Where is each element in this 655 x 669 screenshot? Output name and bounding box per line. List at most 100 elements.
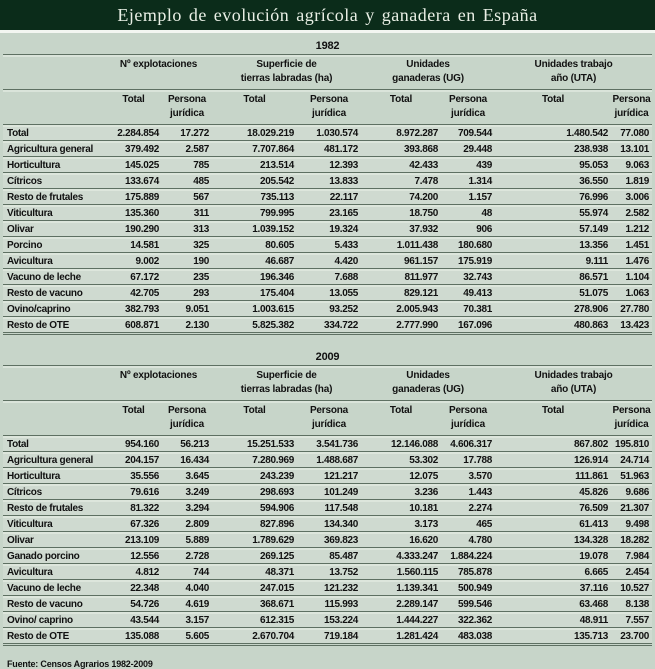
cell-value: 5.889: [162, 531, 212, 548]
cell-value: 67.172: [105, 268, 162, 285]
table-row: Avicultura 4.812 744 48.371 13.752 1.560.115 7…: [3, 563, 653, 580]
cell-value: 9.051: [162, 300, 212, 317]
sub-header-total: Total: [495, 400, 612, 436]
cell-value: 1.789.629: [212, 531, 297, 548]
cell-value: 2.587: [162, 140, 212, 157]
cell-value: 175.889: [105, 188, 162, 205]
cell-value: 23.165: [297, 204, 361, 221]
cell-value: 485: [162, 172, 212, 189]
cell-value: 29.448: [441, 140, 496, 157]
cell-value: 1.139.341: [361, 579, 441, 596]
row-label: Viticultura: [3, 204, 105, 221]
cell-value: 599.546: [441, 595, 496, 612]
cell-value: 70.381: [441, 300, 496, 317]
sub-header-total: Total: [105, 400, 162, 436]
sub-header-row: Total Persona jurídica Total Persona juríd…: [3, 400, 653, 436]
table-body-2009: Total 954.160 56.213 15.251.533 3.541.736 12.…: [3, 435, 653, 644]
cell-value: 2.130: [162, 316, 212, 333]
cell-value: 13.101: [611, 140, 653, 157]
cell-value: 4.619: [162, 595, 212, 612]
cell-value: 1.444.227: [361, 611, 441, 628]
cell-value: 293: [162, 284, 212, 301]
title-bar: Ejemplo de evolución agrícola y ganadera…: [0, 0, 655, 33]
group-label: ganaderas (UG): [392, 72, 464, 84]
cell-value: 785.878: [441, 563, 496, 580]
cell-value: 37.116: [495, 579, 612, 596]
cell-value: 298.693: [212, 483, 297, 500]
cell-value: 1.480.542: [495, 124, 612, 141]
table-row: Olivar 213.109 5.889 1.789.629 369.823 16.620…: [3, 531, 653, 548]
sub-header-persona-juridica: Persona jurídica: [441, 89, 496, 125]
cell-value: 48.371: [212, 563, 297, 580]
cell-value: 379.492: [105, 140, 162, 157]
cell-value: 829.121: [361, 284, 441, 301]
cell-value: 382.793: [105, 300, 162, 317]
table-row: Olivar 190.290 313 1.039.152 19.324 37.932 906…: [3, 220, 653, 237]
cell-value: 175.404: [212, 284, 297, 301]
cell-value: 1.819: [611, 172, 653, 189]
table-row: Vacuno de leche 67.172 235 196.346 7.688 811.…: [3, 268, 653, 285]
cell-value: 9.002: [105, 252, 162, 269]
row-label: Olivar: [3, 531, 105, 548]
row-label: Ganado porcino: [3, 547, 105, 564]
table-row: Horticultura 145.025 785 213.514 12.393 42.43…: [3, 156, 653, 173]
cell-value: 190.290: [105, 220, 162, 237]
cell-value: 480.863: [495, 316, 612, 333]
cell-value: 9.063: [611, 156, 653, 173]
table-year-2009: 2009: [315, 351, 340, 363]
sub-header-total: Total: [361, 89, 441, 125]
cell-value: 51.075: [495, 284, 612, 301]
table-row: Resto de vacuno 54.726 4.619 368.671 115.993…: [3, 595, 653, 612]
cell-value: 51.963: [611, 467, 653, 484]
cell-value: 76.509: [495, 499, 612, 516]
cell-value: 2.005.943: [361, 300, 441, 317]
group-label: Nº explotaciones: [119, 370, 198, 381]
group-label: Unidades: [406, 59, 450, 70]
cell-value: 55.974: [495, 204, 612, 221]
cell-value: 313: [162, 220, 212, 237]
double-rule: [3, 645, 652, 646]
cell-value: 1.063: [611, 284, 653, 301]
group-label: Unidades trabajo: [534, 59, 613, 70]
cell-value: 278.906: [495, 300, 612, 317]
cell-value: 4.780: [441, 531, 496, 548]
cell-value: 954.160: [105, 435, 162, 452]
cell-value: 1.281.424: [361, 627, 441, 644]
cell-value: 247.015: [212, 579, 297, 596]
cell-value: 4.812: [105, 563, 162, 580]
row-label: Viticultura: [3, 515, 105, 532]
cell-value: 1.157: [441, 188, 496, 205]
group-label: año (UTA): [550, 383, 597, 395]
cell-value: 57.149: [495, 220, 612, 237]
table-2009: Nº explotaciones Superficie de tierras la…: [3, 365, 653, 644]
cell-value: 13.423: [611, 316, 653, 333]
table-row: Viticultura 135.360 311 799.995 23.165 18.750…: [3, 204, 653, 221]
cell-value: 37.932: [361, 220, 441, 237]
cell-value: 2.670.704: [212, 627, 297, 644]
row-label: Avicultura: [3, 563, 105, 580]
cell-value: 243.239: [212, 467, 297, 484]
cell-value: 67.326: [105, 515, 162, 532]
row-label: Porcino: [3, 236, 105, 253]
cell-value: 799.995: [212, 204, 297, 221]
group-header-empty: [3, 54, 105, 90]
cell-value: 3.645: [162, 467, 212, 484]
cell-value: 74.200: [361, 188, 441, 205]
cell-value: 9.111: [495, 252, 612, 269]
table-body-1982: Total 2.284.854 17.272 18.029.219 1.030.574 8…: [3, 124, 653, 333]
cell-value: 80.605: [212, 236, 297, 253]
cell-value: 7.707.864: [212, 140, 297, 157]
cell-value: 567: [162, 188, 212, 205]
cell-value: 785: [162, 156, 212, 173]
row-label: Cítricos: [3, 483, 105, 500]
row-label: Total: [3, 124, 105, 141]
double-rule: [3, 334, 652, 335]
cell-value: 3.570: [441, 467, 496, 484]
cell-value: 121.217: [297, 467, 361, 484]
group-label: Unidades trabajo: [534, 370, 613, 381]
cell-value: 115.993: [297, 595, 361, 612]
cell-value: 8.972.287: [361, 124, 441, 141]
cell-value: 48: [441, 204, 496, 221]
cell-value: 9.686: [611, 483, 653, 500]
cell-value: 23.700: [611, 627, 653, 644]
